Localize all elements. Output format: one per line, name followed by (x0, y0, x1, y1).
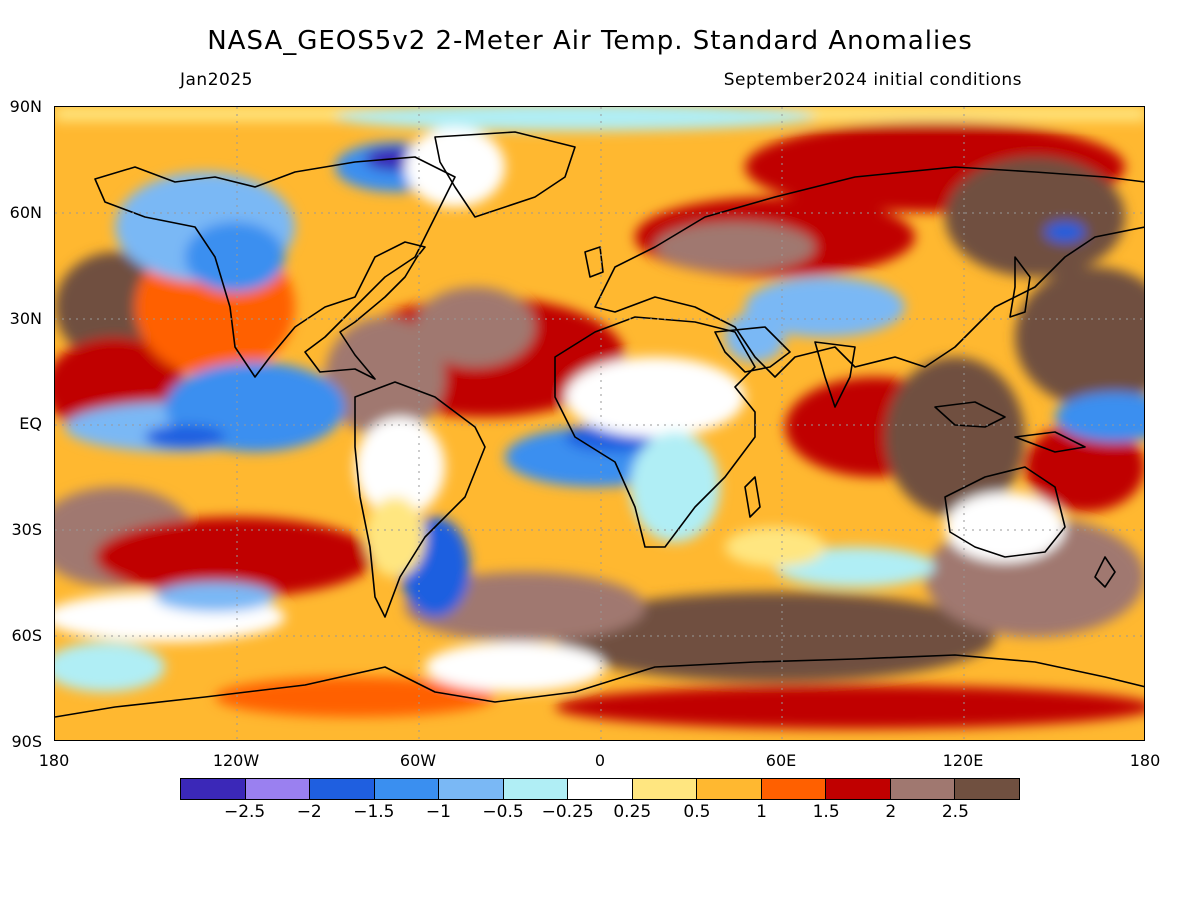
colorbar-label: 1 (756, 802, 767, 822)
colorbar-label: 0.25 (613, 802, 652, 822)
colorbar-swatch-11 (890, 779, 956, 799)
lat-label-30n: 30N (9, 309, 42, 328)
lat-label-90s: 90S (11, 732, 42, 751)
colorbar-swatch-12 (955, 779, 1019, 799)
lat-label-60n: 60N (9, 203, 42, 222)
lon-label-60w: 60W (399, 751, 437, 770)
lon-label-180e: 180 (1129, 751, 1161, 770)
colorbar-swatch-4 (439, 779, 504, 799)
valid-month: Jan2025 (180, 70, 253, 90)
lon-label-60e: 60E (765, 751, 797, 770)
colorbar-swatch-3 (374, 779, 440, 799)
colorbar-swatch-9 (761, 779, 827, 799)
colorbar-swatch-10 (826, 779, 891, 799)
colorbar-label: 1.5 (812, 802, 840, 822)
lon-label-120w: 120W (212, 751, 260, 770)
lat-label-90n: 90N (9, 97, 42, 116)
colorbar-swatch-0 (181, 779, 246, 799)
lat-label-eq: EQ (19, 414, 42, 433)
colorbar-swatch-1 (245, 779, 311, 799)
colorbar-label: −1 (425, 802, 451, 822)
colorbar-label: −2.5 (223, 802, 266, 822)
lon-label-180w: 180 (38, 751, 70, 770)
colorbar (180, 778, 1020, 800)
colorbar-label: −0.25 (541, 802, 594, 822)
anomaly-map-svg (55, 107, 1144, 740)
map-title: NASA_GEOS5v2 2-Meter Air Temp. Standard … (207, 26, 973, 56)
lat-label-30s: 30S (11, 520, 42, 539)
colorbar-label: 0.5 (683, 802, 711, 822)
colorbar-swatch-2 (310, 779, 375, 799)
colorbar-swatch-6 (568, 779, 633, 799)
colorbar-label: 2.5 (941, 802, 969, 822)
colorbar-swatch-8 (697, 779, 762, 799)
lon-label-0: 0 (594, 751, 606, 770)
colorbar-label: 2 (885, 802, 897, 822)
lat-label-60s: 60S (11, 626, 42, 645)
colorbar-swatch-5 (503, 779, 569, 799)
colorbar-label: −0.5 (482, 802, 524, 822)
colorbar-swatch-7 (632, 779, 698, 799)
colorbar-label: −2 (296, 802, 322, 822)
colorbar-label: −1.5 (353, 802, 395, 822)
init-conditions: September2024 initial conditions (723, 70, 1022, 90)
lon-label-120e: 120E (942, 751, 984, 770)
anomaly-map (54, 106, 1145, 741)
